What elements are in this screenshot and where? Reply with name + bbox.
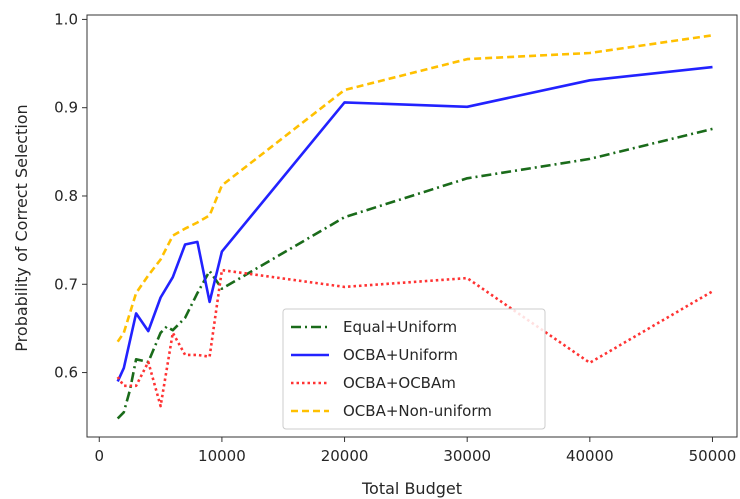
legend-label-3: OCBA+OCBAm	[343, 374, 456, 392]
legend-label-2: OCBA+Uniform	[343, 346, 458, 364]
series-line-2	[116, 65, 713, 382]
legend-label-1: Equal+Uniform	[343, 318, 457, 336]
x-tick-label: 0	[94, 447, 104, 465]
x-tick-label: 30000	[443, 447, 491, 465]
y-tick-label: 0.7	[54, 275, 78, 293]
plot-frame	[86, 14, 738, 438]
x-tick-label: 20000	[321, 447, 369, 465]
x-tick-label: 40000	[566, 447, 614, 465]
series-line-1	[116, 127, 713, 420]
legend-box	[282, 308, 546, 430]
x-tick-label: 50000	[689, 447, 737, 465]
legend: Equal+Uniform OCBA+Uniform OCBA+OCBAm OCBA+…	[282, 308, 546, 430]
y-tick-label: 0.8	[54, 187, 78, 205]
series-line-4	[116, 34, 713, 343]
x-axis-label: Total Budget	[361, 479, 462, 498]
y-tick-label: 0.9	[54, 99, 78, 117]
x-tick-label: 10000	[198, 447, 246, 465]
y-axis-label: Probability of Correct Selection	[12, 104, 31, 351]
legend-label-4: OCBA+Non-uniform	[343, 402, 492, 420]
y-tick-label: 1.0	[54, 10, 78, 28]
y-tick-label: 0.6	[54, 364, 78, 382]
